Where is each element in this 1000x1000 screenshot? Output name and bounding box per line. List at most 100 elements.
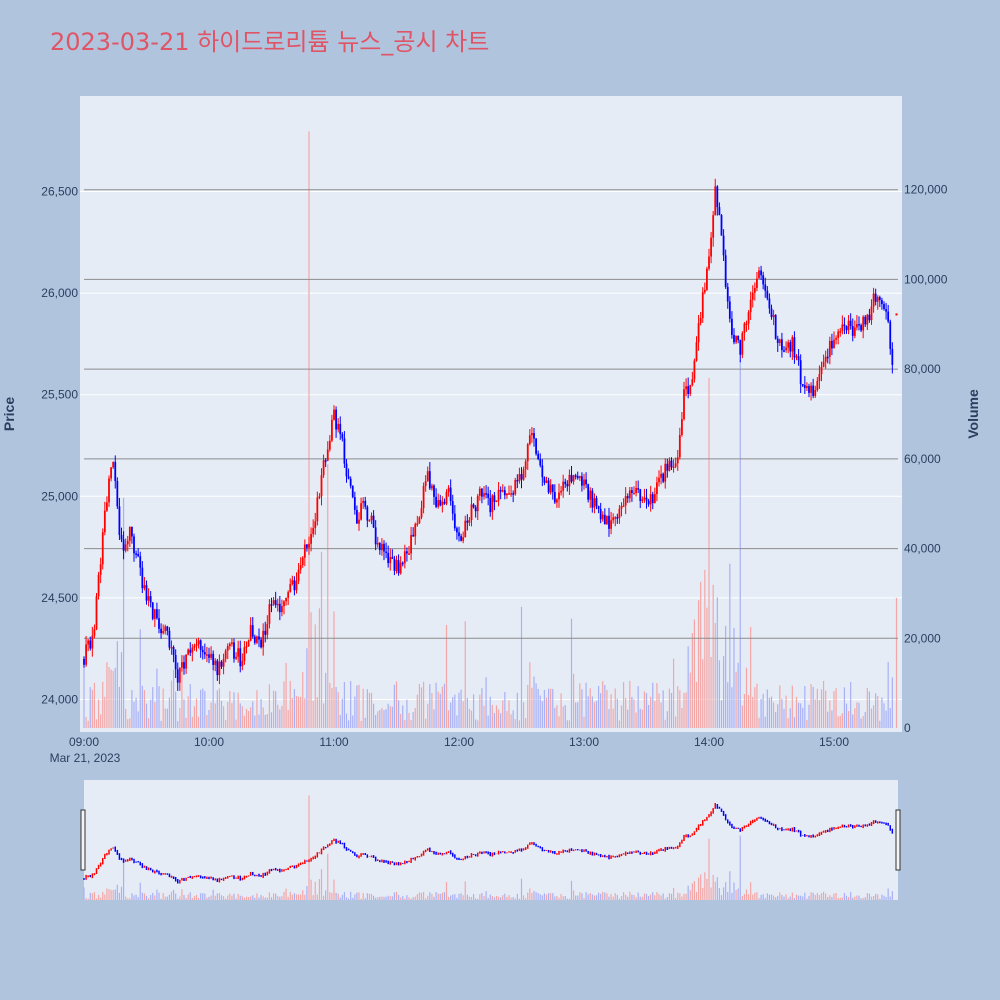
candle-body xyxy=(699,318,702,324)
candle-body xyxy=(343,438,346,464)
candle-body xyxy=(516,479,519,482)
candle-body xyxy=(883,303,885,310)
time-axis-ticks: 09:00 10:00 11:00 12:00 13:00 14:00 15:00 xyxy=(69,735,849,749)
volume-bar xyxy=(754,687,756,728)
volume-bar xyxy=(729,563,731,728)
volume-bar xyxy=(589,688,591,728)
range-slider-right-handle[interactable] xyxy=(895,809,901,871)
volume-bar xyxy=(375,715,377,728)
mini-volume-bar xyxy=(514,898,516,900)
range-slider[interactable] xyxy=(80,780,901,900)
candle-body xyxy=(499,489,502,492)
mini-volume-bar xyxy=(500,897,502,900)
candle-body xyxy=(824,356,827,362)
mini-volume-bar xyxy=(579,892,581,900)
volume-bar xyxy=(97,699,100,728)
volume-bar xyxy=(337,692,339,728)
volume-bar xyxy=(737,662,739,728)
volume-bar xyxy=(820,689,823,728)
volume-bar xyxy=(462,701,464,728)
mini-volume-bar xyxy=(843,892,846,900)
mini-volume-bar xyxy=(97,894,100,900)
candle-body xyxy=(118,506,121,536)
mini-volume-bar xyxy=(750,882,752,900)
volume-bar xyxy=(477,720,479,728)
candle-body xyxy=(860,325,862,331)
candle-body xyxy=(872,293,875,307)
volume-bar xyxy=(762,693,764,728)
candle-body xyxy=(197,640,200,645)
volume-bar xyxy=(612,708,614,728)
mini-volume-bar xyxy=(254,897,256,900)
candle-body xyxy=(531,433,533,436)
mini-volume-bar xyxy=(710,887,712,900)
candle-body xyxy=(783,350,785,352)
volume-bar xyxy=(297,696,300,728)
mini-volume-bar xyxy=(364,898,366,900)
mini-volume-bar xyxy=(337,893,339,900)
mini-volume-bar xyxy=(854,896,856,900)
range-slider-left-handle[interactable] xyxy=(80,809,86,871)
candle-body xyxy=(351,485,354,497)
volume-bar xyxy=(104,696,106,728)
candle-body xyxy=(533,433,535,439)
candle-body xyxy=(722,235,725,256)
volume-bar xyxy=(514,719,516,728)
candle-body xyxy=(435,496,437,507)
candle-body xyxy=(858,324,860,326)
mini-volume-bar xyxy=(712,874,714,900)
volume-bar xyxy=(379,709,381,728)
mini-volume-bar xyxy=(170,891,173,900)
candle-body xyxy=(349,478,352,486)
candle-body xyxy=(572,475,575,482)
mini-volume-bar xyxy=(427,895,429,900)
mini-volume-bar xyxy=(350,891,352,900)
candle-body xyxy=(462,537,465,541)
mini-volume-bar xyxy=(156,889,158,900)
candle-body xyxy=(124,544,127,551)
candle-body xyxy=(318,496,321,498)
mini-volume-bar xyxy=(658,893,660,900)
volume-bar xyxy=(283,681,285,728)
candle-body xyxy=(268,604,271,624)
candle-body xyxy=(235,656,237,659)
candle-body xyxy=(535,438,537,454)
candle-body xyxy=(514,479,517,495)
volume-bar xyxy=(420,687,423,728)
candle-body xyxy=(889,321,892,349)
mini-volume-bar xyxy=(516,893,518,900)
candle-body xyxy=(137,553,140,557)
mini-volume-bar xyxy=(245,896,248,900)
mini-volume-bar xyxy=(133,895,135,900)
candle-body xyxy=(428,471,431,489)
candle-body xyxy=(820,366,823,375)
volume-bar xyxy=(691,633,693,728)
candle-body xyxy=(147,596,150,601)
mini-volume-bar xyxy=(777,895,779,900)
mini-volume-bar xyxy=(347,898,350,900)
volume-bar xyxy=(118,686,121,728)
mini-volume-bar xyxy=(383,896,385,900)
mini-volume-bar xyxy=(562,896,564,900)
mini-volume-bar xyxy=(200,893,202,900)
mini-volume-bar xyxy=(397,895,400,900)
volume-bar xyxy=(697,600,700,728)
mini-volume-bar xyxy=(747,894,750,900)
candle-body xyxy=(674,463,677,467)
volume-bar xyxy=(720,700,723,728)
volume-bar xyxy=(525,718,527,728)
volume-bar xyxy=(214,703,216,728)
candle-body xyxy=(708,256,710,269)
mini-volume-bar xyxy=(725,882,727,900)
mini-volume-bar xyxy=(506,897,508,900)
volume-bar xyxy=(377,711,379,728)
volume-bar xyxy=(489,696,491,728)
mini-volume-bar xyxy=(622,891,625,900)
mini-volume-bar xyxy=(104,894,106,900)
candle-body xyxy=(703,289,706,293)
volume-bar xyxy=(385,709,387,728)
volume-bar xyxy=(812,686,814,728)
candle-body xyxy=(656,482,658,495)
volume-bar xyxy=(229,691,231,728)
candle-body xyxy=(653,494,656,503)
